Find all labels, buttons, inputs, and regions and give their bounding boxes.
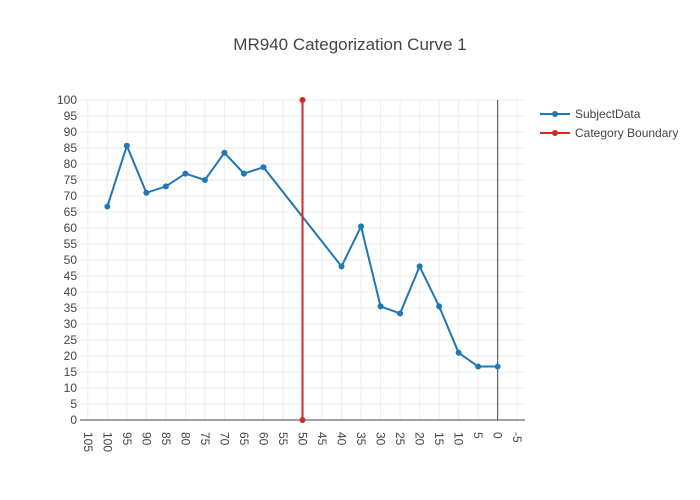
data-point[interactable]	[436, 303, 443, 310]
y-tick-label: 50	[64, 253, 78, 267]
data-point[interactable]	[475, 363, 482, 370]
data-point[interactable]	[416, 263, 423, 270]
x-tick-label: 20	[413, 432, 427, 446]
x-tick-label: 55	[276, 432, 290, 446]
data-point[interactable]	[358, 223, 365, 230]
data-point[interactable]	[221, 149, 228, 156]
legend-label: SubjectData	[575, 107, 641, 121]
x-tick-label: 100	[100, 432, 114, 452]
y-tick-label: 30	[64, 317, 78, 331]
legend-item[interactable]: SubjectData	[540, 107, 641, 121]
y-tick-label: 90	[64, 125, 78, 139]
y-tick-label: 5	[70, 397, 77, 411]
data-point[interactable]	[143, 189, 150, 196]
data-point[interactable]	[182, 170, 189, 177]
data-point[interactable]	[260, 164, 267, 171]
y-tick-label: 55	[64, 237, 78, 251]
x-tick-label: 45	[315, 432, 329, 446]
legend-item[interactable]: Category Boundary	[540, 126, 678, 140]
legend-label: Category Boundary	[575, 126, 678, 140]
data-point[interactable]	[455, 349, 462, 356]
x-tick-label: 5	[471, 432, 485, 439]
x-tick-label: 60	[256, 432, 270, 446]
series-category-boundary[interactable]	[299, 97, 306, 423]
y-tick-label: 45	[64, 269, 78, 283]
y-tick-label: 95	[64, 109, 78, 123]
data-point[interactable]	[397, 310, 404, 317]
data-point[interactable]	[299, 417, 306, 423]
y-tick-label: 10	[64, 381, 78, 395]
data-point[interactable]	[299, 97, 306, 103]
y-tick-label: 25	[64, 333, 78, 347]
data-point[interactable]	[338, 263, 345, 270]
x-tick-label: 35	[354, 432, 368, 446]
y-tick-label: 100	[57, 93, 77, 107]
y-tick-label: 40	[64, 285, 78, 299]
y-tick-label: 80	[64, 157, 78, 171]
axes: 105 100 95 90 85 80 75 70 65 60 55 50 45 40 35 30 25 20 15…	[57, 93, 525, 452]
chart-title: MR940 Categorization Curve 1	[233, 35, 466, 54]
x-tick-label: 95	[120, 432, 134, 446]
x-tick-label: 30	[374, 432, 388, 446]
x-tick-label: 80	[178, 432, 192, 446]
y-tick-label: 65	[64, 205, 78, 219]
x-tick-label: 10	[452, 432, 466, 446]
series-subjectdata[interactable]	[104, 142, 501, 370]
x-tick-label: 90	[139, 432, 153, 446]
x-tick-label: 65	[237, 432, 251, 446]
y-tick-label: 0	[70, 413, 77, 427]
x-tick-label: 85	[159, 432, 173, 446]
y-tick-label: 15	[64, 365, 78, 379]
y-tick-label: 35	[64, 301, 78, 315]
y-tick-label: 60	[64, 221, 78, 235]
x-tick-label: -5	[510, 432, 524, 443]
legend-swatch-marker	[552, 111, 558, 117]
data-point[interactable]	[104, 203, 111, 210]
y-tick-label: 20	[64, 349, 78, 363]
x-tick-label: 0	[491, 432, 505, 439]
data-point[interactable]	[201, 177, 208, 183]
legend-swatch-marker	[552, 130, 558, 136]
data-point[interactable]	[162, 183, 169, 190]
x-tick-label: 15	[432, 432, 446, 446]
x-tick-label: 25	[393, 432, 407, 446]
data-point[interactable]	[494, 363, 501, 370]
x-tick-label: 40	[335, 432, 349, 446]
data-point[interactable]	[240, 170, 247, 177]
data-point[interactable]	[123, 142, 130, 149]
x-tick-label: 105	[81, 432, 95, 452]
y-tick-label: 70	[64, 189, 78, 203]
data-point[interactable]	[377, 303, 384, 310]
legend[interactable]: SubjectData Category Boundary	[540, 107, 678, 140]
x-tick-label: 75	[198, 432, 212, 446]
series-layer	[104, 97, 501, 423]
y-tick-label: 85	[64, 141, 78, 155]
x-tick-label: 70	[217, 432, 231, 446]
y-tick-label: 75	[64, 173, 78, 187]
x-tick-label: 50	[296, 432, 310, 446]
